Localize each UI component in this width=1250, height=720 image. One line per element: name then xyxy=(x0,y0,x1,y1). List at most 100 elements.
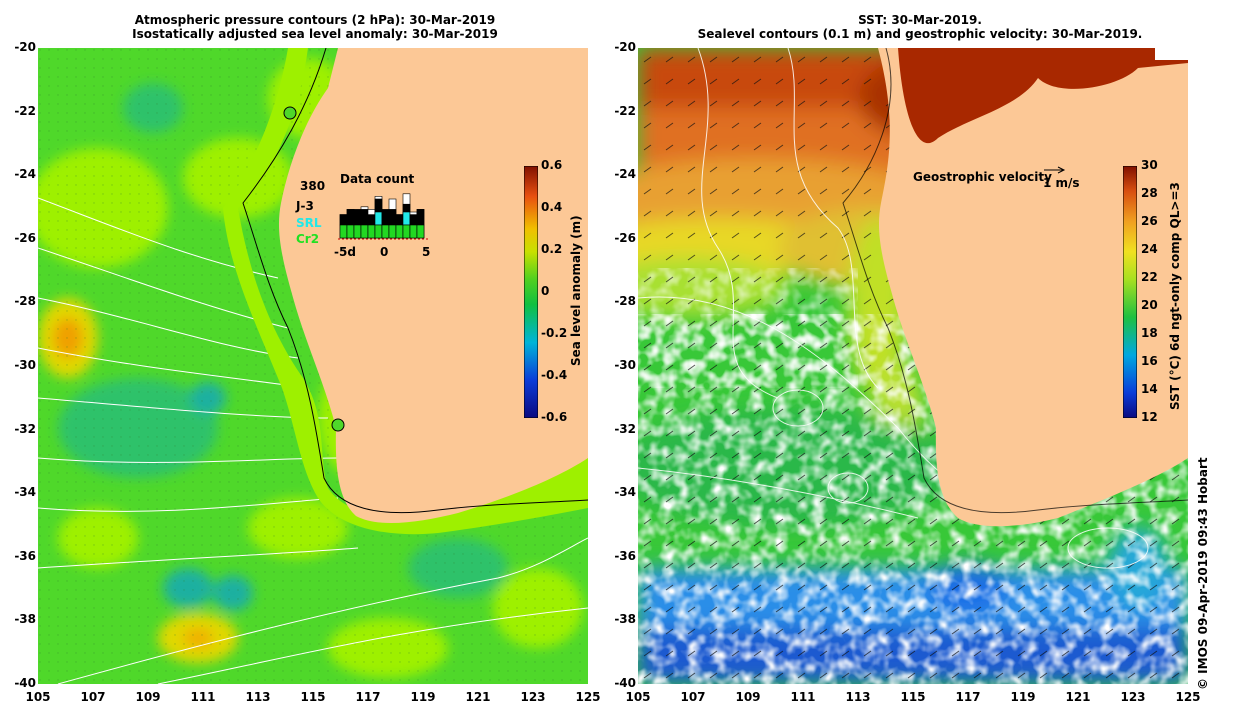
lat-tick: -28 xyxy=(614,294,636,309)
data-count-tick: 5 xyxy=(422,245,431,259)
lon-tick: 113 xyxy=(845,690,871,704)
data-count-bar-j3 xyxy=(360,209,369,226)
data-count-bar-cr2 xyxy=(360,224,369,239)
data-count-bar-cr2 xyxy=(374,224,383,239)
lon-tick: 109 xyxy=(735,690,761,704)
lat-tick: -26 xyxy=(614,230,636,245)
right-title-line1: SST: 30-Mar-2019. xyxy=(858,13,982,27)
sst-map[interactable] xyxy=(638,48,1188,684)
data-count-max: 380 xyxy=(300,179,326,193)
sla-colorbar-tick: 0.6 xyxy=(541,158,563,172)
data-count-bar-j3 xyxy=(416,209,425,226)
sst-colorbar-tick: 24 xyxy=(1141,242,1158,256)
land-kimberley xyxy=(898,48,1188,144)
land-right xyxy=(878,48,1188,527)
lon-tick: 111 xyxy=(190,690,216,704)
data-count-tick: -5d xyxy=(334,245,356,259)
lon-tick: 117 xyxy=(955,690,981,704)
credit-text: © IMOS 09-Apr-2019 09:43 Hobart xyxy=(1196,457,1210,690)
data-count-srl: SRL xyxy=(296,216,322,230)
sla-colorbar-tick: -0.4 xyxy=(541,368,568,382)
lon-tick: 113 xyxy=(245,690,271,704)
sst-colorbar xyxy=(1123,166,1137,418)
data-count-bar-j3 xyxy=(381,209,390,226)
lat-tick: -26 xyxy=(14,230,36,245)
lat-tick: -36 xyxy=(14,548,36,563)
lat-tick: -20 xyxy=(14,40,36,54)
lat-tick: -24 xyxy=(14,167,36,182)
data-count-j3: J-3 xyxy=(296,199,314,213)
data-count-bar-cr2 xyxy=(388,224,397,239)
lon-tick: 117 xyxy=(355,690,381,704)
velocity-scale-arrowhead xyxy=(1057,166,1066,174)
lon-tick: 115 xyxy=(300,690,326,704)
sla-colorbar-tick: -0.2 xyxy=(541,326,568,340)
left-title-line2: Isostatically adjusted sea level anomaly… xyxy=(132,27,498,41)
lat-tick: -36 xyxy=(614,548,636,563)
sst-colorbar-tick: 16 xyxy=(1141,354,1158,368)
data-count-bar-j3 xyxy=(409,214,418,226)
right-title: SST: 30-Mar-2019. Sealevel contours (0.1… xyxy=(640,13,1200,41)
data-count-bar-cr2 xyxy=(339,224,348,239)
lat-tick: -30 xyxy=(614,358,636,372)
left-title-line1: Atmospheric pressure contours (2 hPa): 3… xyxy=(134,13,496,27)
data-count-bar-cr2 xyxy=(367,224,376,239)
lon-tick: 119 xyxy=(1010,690,1036,704)
sst-colorbar-tick: 18 xyxy=(1141,326,1158,340)
lat-tick: -34 xyxy=(614,485,636,500)
lon-tick: 121 xyxy=(1065,690,1091,704)
lat-tick: -32 xyxy=(14,421,36,436)
data-count-bar-j3 xyxy=(395,214,404,226)
lon-tick: 105 xyxy=(25,690,51,704)
data-count-bar-cr2 xyxy=(395,224,404,239)
data-count-bar-j3 xyxy=(388,209,397,226)
data-count-bar-j3 xyxy=(367,214,376,226)
tide-gauge-marker[interactable] xyxy=(283,106,297,120)
left-title: Atmospheric pressure contours (2 hPa): 3… xyxy=(100,13,530,41)
lat-tick: -32 xyxy=(614,421,636,436)
lat-tick: -40 xyxy=(14,676,36,690)
lon-tick: 109 xyxy=(135,690,161,704)
land-white-corner xyxy=(1155,48,1188,60)
lat-tick: -22 xyxy=(614,103,636,118)
data-count-bar-srl xyxy=(402,211,411,226)
lon-tick: 125 xyxy=(575,690,601,704)
sla-coastal-band xyxy=(223,48,588,535)
sla-colorbar-tick: 0.4 xyxy=(541,200,563,214)
data-count-bar-cr2 xyxy=(402,224,411,239)
lon-tick: 107 xyxy=(80,690,106,704)
velocity-label: Geostrophic velocity xyxy=(913,170,1052,184)
lat-tick: -38 xyxy=(14,612,36,627)
data-count-bar-cr2 xyxy=(353,224,362,239)
lat-tick: -38 xyxy=(614,612,636,627)
lon-tick: 121 xyxy=(465,690,491,704)
data-count-bar-cr2 xyxy=(346,224,355,239)
sst-colorbar-tick: 12 xyxy=(1141,410,1158,424)
data-count-bar-cr2 xyxy=(381,224,390,239)
sla-map[interactable] xyxy=(38,48,588,684)
lon-tick: 125 xyxy=(1175,690,1201,704)
sst-colorbar-tick: 30 xyxy=(1141,158,1158,172)
velocity-scale-label: 1 m/s xyxy=(1043,176,1080,190)
lon-tick: 105 xyxy=(625,690,651,704)
tide-gauge-marker[interactable] xyxy=(331,418,345,432)
sst-colorbar-tick: 28 xyxy=(1141,186,1158,200)
data-count-cr2: Cr2 xyxy=(296,232,320,246)
sst-colorbar-tick: 14 xyxy=(1141,382,1158,396)
isobath-right xyxy=(842,48,1188,514)
data-count-chart xyxy=(338,193,428,240)
data-count-tick: 0 xyxy=(380,245,389,259)
lon-tick: 111 xyxy=(790,690,816,704)
isobath-left xyxy=(242,48,588,514)
sst-colorbar-tick: 26 xyxy=(1141,214,1158,228)
data-count-bar-j3 xyxy=(339,214,348,226)
lat-tick: -28 xyxy=(14,294,36,309)
lon-tick: 123 xyxy=(1120,690,1146,704)
lat-tick: -34 xyxy=(14,485,36,500)
lat-tick: -30 xyxy=(14,358,36,372)
data-count-bar-srl xyxy=(374,211,383,226)
sst-colorbar-tick: 20 xyxy=(1141,298,1158,312)
data-count-bar-cr2 xyxy=(416,224,425,239)
lat-tick: -22 xyxy=(14,103,36,118)
lon-tick: 107 xyxy=(680,690,706,704)
